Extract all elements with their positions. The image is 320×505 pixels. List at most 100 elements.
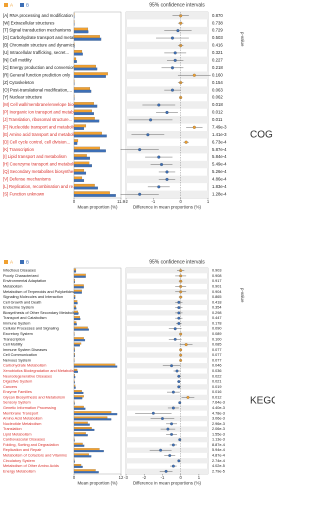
- bar: [74, 392, 83, 394]
- p-value: 0.077: [212, 348, 222, 352]
- category-label: Cardiovascular Diseases: [3, 438, 45, 442]
- difference-point: [178, 322, 181, 325]
- bar: [74, 300, 77, 302]
- category-label: [G] Carbohydrate transport and metabolis…: [3, 35, 86, 40]
- category-label: Poorly Characterized: [3, 274, 38, 278]
- bar: [74, 58, 76, 61]
- bar: [74, 139, 78, 142]
- category-label: Glycan Biosynthesis and Metabolism: [3, 395, 65, 399]
- p-value: 3.06e-3: [212, 417, 225, 421]
- category-label: Nucleotide Metabolism: [3, 422, 41, 426]
- category-label: Endocrine System: [3, 306, 34, 310]
- category-label: Genetic Information Processing: [3, 406, 56, 410]
- p-value: 0.738: [212, 20, 223, 25]
- category-label: Carbohydrate Metabolism: [3, 364, 46, 368]
- legend-label: B: [26, 259, 29, 264]
- bar: [74, 127, 84, 130]
- category-label: Digestive System: [3, 380, 32, 384]
- p-value: 0.085: [212, 343, 222, 347]
- difference-point: [170, 423, 173, 426]
- p-value: 0.046: [212, 364, 222, 368]
- p-axis-title: p-value: [240, 32, 245, 47]
- p-value: 0.019: [212, 385, 222, 389]
- row-band: [126, 268, 208, 273]
- p-value: 0.090: [212, 327, 222, 331]
- p-value: 0.077: [212, 353, 222, 357]
- category-label: Cell Communication: [3, 353, 37, 357]
- bar: [74, 295, 75, 297]
- category-label: Metabolism of Cofactors and Vitamins: [3, 454, 67, 458]
- bar: [74, 297, 75, 299]
- bar: [74, 403, 75, 405]
- bar: [74, 72, 108, 75]
- bar: [74, 469, 96, 471]
- p-value: 0.154: [212, 80, 223, 85]
- bar: [74, 329, 89, 331]
- p-value: 5.26e-4: [212, 169, 227, 174]
- difference-point: [172, 391, 175, 394]
- bar: [74, 397, 82, 399]
- p-value: 0.100: [212, 337, 222, 341]
- p-value: 1.13e-3: [212, 438, 225, 442]
- category-label: Enzyme Families: [3, 390, 32, 394]
- difference-point: [178, 301, 181, 304]
- bar: [74, 337, 84, 339]
- row-band: [126, 289, 208, 294]
- p-value: 0.870: [212, 13, 223, 18]
- bar: [74, 302, 78, 304]
- category-label: Metabolism: [3, 284, 22, 288]
- p-value: 2.74e-4: [212, 459, 225, 463]
- row-band: [126, 353, 208, 358]
- bar: [74, 191, 110, 194]
- category-label: [D] Cell cycle control, cell division...: [3, 139, 70, 144]
- bar: [74, 308, 76, 310]
- x-axis-title: Mean proportion (%): [77, 481, 118, 486]
- difference-point: [171, 66, 174, 69]
- bar: [74, 147, 100, 150]
- legend-swatch: [20, 260, 24, 264]
- row-band: [126, 321, 208, 326]
- side-label: COG: [250, 130, 273, 141]
- p-value: 5.49e-4: [212, 162, 227, 167]
- difference-point: [177, 29, 180, 32]
- p-value: 0.729: [212, 28, 223, 33]
- bar: [74, 271, 76, 273]
- bar: [74, 87, 90, 90]
- category-label: [Y] Nuclear structure: [3, 95, 43, 100]
- difference-point: [160, 163, 163, 166]
- bar: [74, 179, 84, 182]
- category-label: [P] Inorganic ion transport and metab...: [3, 110, 77, 115]
- bar: [74, 276, 86, 278]
- p-value: 0.447: [212, 316, 222, 320]
- category-label: [Z] Cytoskeleton: [3, 80, 35, 85]
- difference-point: [157, 185, 160, 188]
- category-label: Sensory System: [3, 401, 31, 405]
- p-value: 1.41e-3: [212, 132, 227, 137]
- diff-axis-title: Difference in mean proportions (%): [133, 481, 202, 486]
- category-label: [S] Function unknown: [3, 191, 45, 196]
- category-label: [R] General function prediction only: [3, 72, 71, 77]
- p-value: 2.96e-3: [212, 422, 225, 426]
- bar: [74, 53, 83, 56]
- x-tick-label: 0: [73, 199, 76, 204]
- bar: [74, 443, 83, 445]
- p-value: 0.865: [212, 295, 222, 299]
- legend-swatch: [4, 260, 8, 264]
- x-axis-title: Mean proportion (%): [77, 205, 118, 210]
- difference-point: [172, 407, 175, 410]
- bar: [74, 292, 82, 294]
- difference-point: [187, 396, 190, 399]
- category-label: Xenobiotics Biodegradation and Metabolis…: [3, 369, 77, 373]
- category-label: Energy Metabolism: [3, 469, 36, 473]
- diff-panel: [126, 268, 208, 474]
- bar: [74, 321, 76, 323]
- bar: [74, 364, 115, 366]
- bar: [74, 35, 100, 38]
- bar: [74, 306, 76, 308]
- bar: [74, 461, 75, 463]
- p-value: 0.218: [212, 65, 223, 70]
- p-value: 1.55e-3: [212, 432, 225, 436]
- bar: [74, 381, 75, 383]
- category-label: Cell Growth and Death: [3, 300, 41, 304]
- category-label: Circulatory System: [3, 459, 35, 463]
